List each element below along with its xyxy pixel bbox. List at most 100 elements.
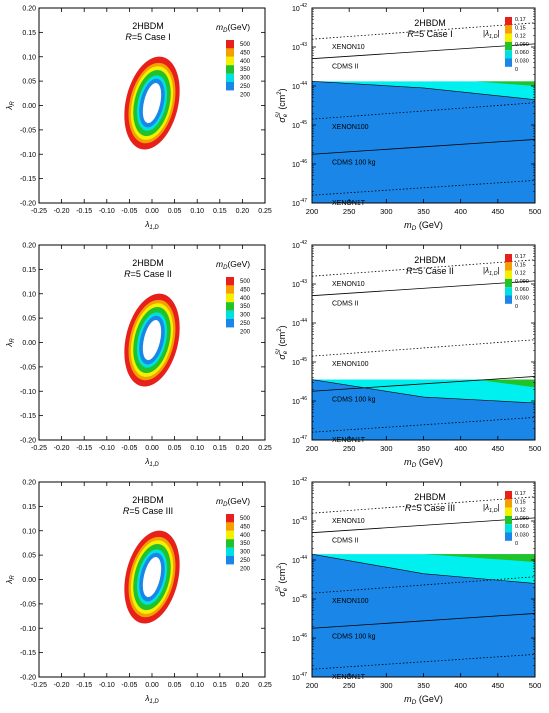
- limit-label: CDMS 100 kg: [332, 159, 376, 166]
- y-tick-label: 0.10: [22, 54, 36, 61]
- x-tick-label: 300: [380, 444, 393, 453]
- legend-swatch: [226, 285, 234, 294]
- legend-title: |λ1,D|: [483, 29, 500, 40]
- legend-swatch: [505, 262, 512, 271]
- x-tick-label: 450: [492, 207, 505, 216]
- y-tick-label: -0.05: [20, 601, 36, 608]
- x-tick-label: 500: [529, 444, 542, 453]
- x-tick-label: 0.15: [213, 682, 227, 689]
- x-tick-label: 0.10: [190, 445, 204, 452]
- legend-label: 300: [240, 550, 251, 556]
- panel-title: 2HBDM: [132, 21, 164, 31]
- x-tick-label: 250: [343, 681, 356, 690]
- y-tick-label: 0.00: [22, 577, 36, 584]
- legend-label: 0: [515, 304, 518, 310]
- x-tick-label: 0.25: [258, 208, 272, 215]
- x-tick-label: 300: [380, 681, 393, 690]
- legend-swatch: [505, 491, 512, 500]
- legend-label: 350: [240, 541, 251, 547]
- limit-label: CDMS 100 kg: [332, 633, 376, 640]
- panel-subtitle: R=5 Case III: [123, 506, 173, 516]
- y-tick-label: 10-43: [292, 516, 307, 526]
- x-tick-label: -0.05: [121, 445, 137, 452]
- panel-title: 2HBDM: [132, 258, 164, 268]
- x-tick-label: 0.15: [213, 445, 227, 452]
- limit-curve-xenon100: [312, 339, 535, 357]
- x-axis-label: mD (GeV): [404, 220, 443, 232]
- legend-label: 400: [240, 533, 251, 539]
- x-tick-label: -0.05: [121, 208, 137, 215]
- legend-title: |λ1,D|: [483, 503, 500, 514]
- legend-label: 0.030: [515, 296, 529, 302]
- legend-swatch: [505, 270, 512, 279]
- legend-label: 300: [240, 76, 251, 82]
- region-green: [423, 554, 535, 562]
- region-cyan: [312, 554, 535, 584]
- x-tick-label: 400: [454, 207, 467, 216]
- legend-swatch: [505, 17, 512, 26]
- y-tick-label: 10-44: [292, 81, 307, 91]
- y-tick-label: -0.05: [20, 127, 36, 134]
- legend-label: 0.12: [515, 508, 526, 514]
- y-tick-label: -0.15: [20, 413, 36, 420]
- legend-swatch: [505, 41, 512, 51]
- x-tick-label: -0.15: [76, 445, 92, 452]
- y-axis-label: λR: [4, 575, 16, 585]
- x-tick-label: 0.20: [236, 682, 250, 689]
- x-tick-label: -0.20: [54, 445, 70, 452]
- y-tick-label: -0.10: [20, 389, 36, 396]
- x-tick-label: 200: [306, 444, 319, 453]
- y-tick-label: 10-45: [292, 594, 307, 604]
- limit-curve-xenon1t: [312, 179, 535, 196]
- y-tick-label: -0.15: [20, 176, 36, 183]
- legend-swatch: [505, 287, 512, 296]
- y-axis-label: σeSI (cm2): [276, 88, 289, 122]
- limit-curve-xenon100: [312, 576, 535, 594]
- band-edge: [312, 553, 535, 584]
- sigma-panel: XENON10 CDMS II XENON100 CDMS 100 kg XENON1T…: [276, 240, 541, 469]
- y-tick-label: 0.05: [22, 553, 36, 560]
- legend-swatch: [226, 530, 234, 540]
- panel-subtitle: R=5 Case I: [407, 29, 452, 39]
- limit-label: XENON10: [332, 44, 365, 51]
- y-tick-label: -0.20: [20, 438, 36, 445]
- limit-label: CDMS II: [332, 64, 359, 71]
- limit-label: CDMS 100 kg: [332, 396, 376, 403]
- y-tick-label: 0.20: [22, 6, 36, 13]
- x-tick-label: 350: [417, 444, 430, 453]
- panel-subtitle: R=5 Case I: [125, 32, 170, 42]
- legend-swatch: [505, 499, 512, 508]
- limit-curve-cdms-ii: [312, 43, 535, 60]
- band-edge: [312, 379, 535, 404]
- legend-swatch: [505, 33, 512, 42]
- limit-curve-xenon100: [312, 102, 535, 120]
- limit-label: XENON1T: [332, 437, 366, 444]
- limit-curve-cdms-ii: [312, 517, 535, 534]
- y-tick-label: 10-44: [292, 555, 307, 565]
- limit-curve-xenon1t: [312, 416, 535, 433]
- legend-swatch: [505, 50, 512, 59]
- legend-label: 300: [240, 313, 251, 319]
- x-axis-label: λ1,D: [144, 219, 159, 231]
- x-tick-label: 450: [492, 681, 505, 690]
- y-tick-label: -0.05: [20, 364, 36, 371]
- legend-label: 450: [240, 50, 251, 56]
- legend-label: 0.17: [515, 17, 526, 23]
- contour-panel: -0.25 -0.20 -0.15 -0.10 -0.05 0.00 0.05 0.10 0.1…: [4, 6, 272, 232]
- legend-label: 0: [515, 541, 518, 547]
- y-tick-label: 10-45: [292, 357, 307, 367]
- region-green: [475, 81, 535, 86]
- x-tick-label: 0.10: [190, 682, 204, 689]
- legend-label: 0.090: [515, 42, 529, 48]
- x-tick-label: 500: [529, 681, 542, 690]
- x-tick-label: -0.20: [54, 682, 70, 689]
- y-tick-label: 10-47: [292, 435, 307, 445]
- y-tick-label: -0.20: [20, 675, 36, 682]
- y-axis-label: σeSI (cm2): [276, 562, 289, 596]
- plot-area: [312, 22, 535, 203]
- x-axis-label: λ1,D: [144, 693, 159, 705]
- legend-swatch: [505, 295, 512, 304]
- y-tick-label: 10-43: [292, 279, 307, 289]
- legend-swatch: [226, 547, 234, 556]
